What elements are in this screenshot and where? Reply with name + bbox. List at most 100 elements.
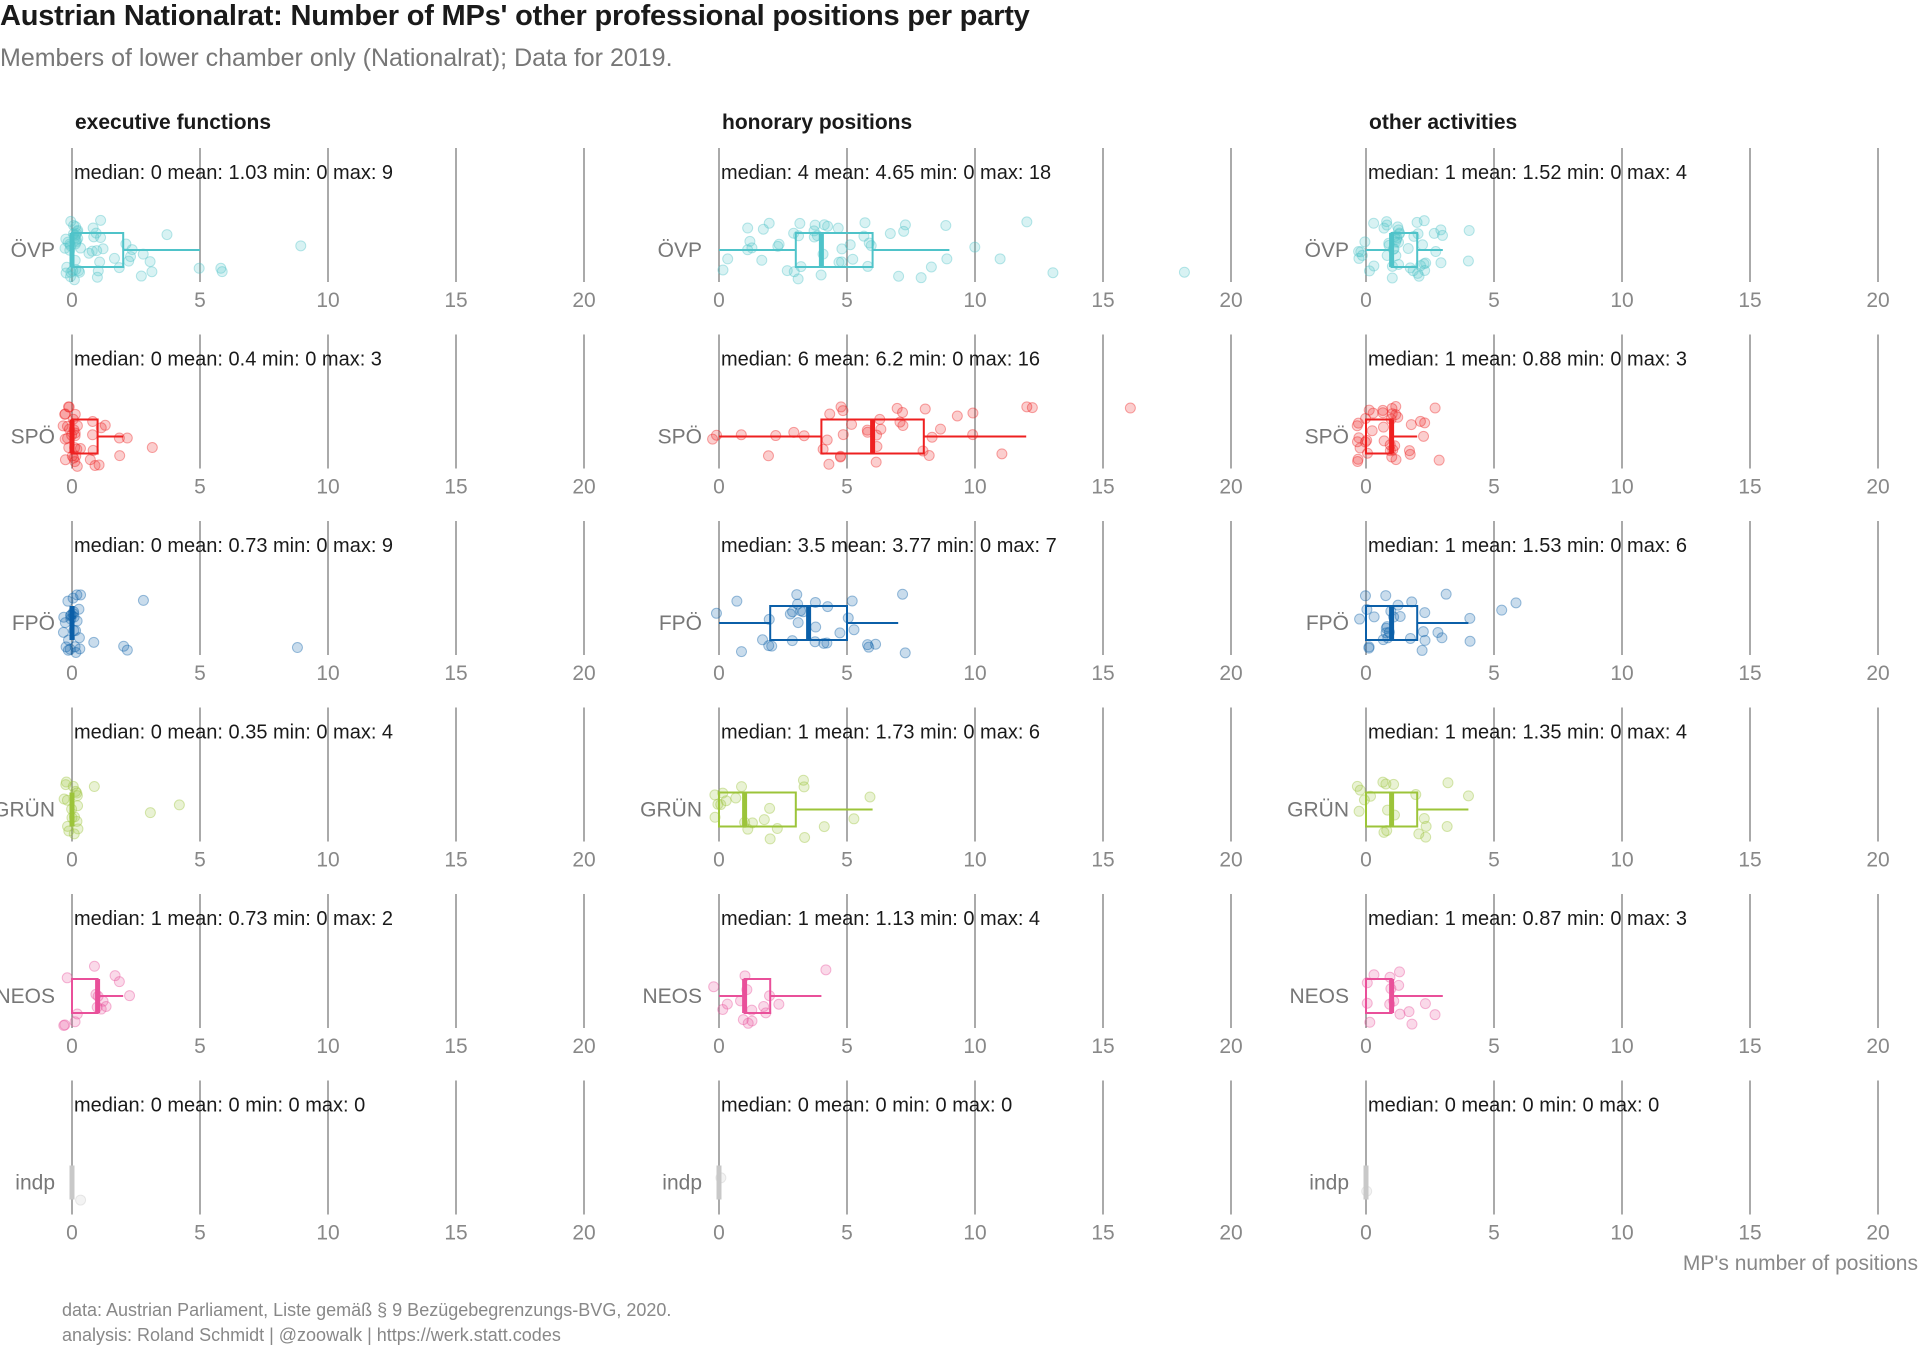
data-point [161, 229, 173, 241]
party-label: GRÜN [0, 799, 55, 822]
x-tick-label: 20 [1219, 1222, 1242, 1245]
x-tick-label: 20 [572, 1035, 595, 1058]
data-point [1405, 419, 1417, 431]
x-tick-label: 20 [572, 289, 595, 312]
data-point [897, 406, 909, 418]
data-point [925, 261, 937, 273]
x-tick-label: 5 [194, 476, 206, 499]
x-tick-label: 20 [1866, 289, 1889, 312]
x-tick-label: 5 [1488, 1222, 1500, 1245]
data-point [791, 589, 803, 601]
data-point [69, 456, 81, 468]
data-point [792, 617, 804, 629]
data-point [848, 813, 860, 825]
party-label: GRÜN [640, 799, 702, 822]
data-point [818, 821, 830, 833]
data-point [731, 595, 743, 607]
data-point [1353, 252, 1365, 264]
data-point [824, 408, 836, 420]
x-tick-label: 20 [572, 662, 595, 685]
x-tick-label: 5 [194, 662, 206, 685]
data-point [722, 253, 734, 265]
stats-annotation: median: 0 mean: 0.35 min: 0 max: 4 [74, 722, 393, 744]
x-tick-label: 20 [1219, 849, 1242, 872]
party-label: ÖVP [1305, 239, 1349, 262]
data-point [1363, 265, 1375, 277]
x-tick-label: 15 [1738, 289, 1761, 312]
data-point [846, 418, 858, 430]
stats-annotation: median: 1 mean: 1.52 min: 0 max: 4 [1368, 162, 1687, 184]
data-point [135, 270, 147, 282]
x-tick-label: 15 [1738, 1222, 1761, 1245]
stats-annotation: median: 1 mean: 0.73 min: 0 max: 2 [74, 908, 393, 930]
data-point [146, 442, 158, 454]
data-point [1510, 597, 1522, 609]
data-point [994, 253, 1006, 265]
iqr-box [718, 791, 797, 828]
x-tick-label: 20 [1866, 476, 1889, 499]
data-point [870, 456, 882, 468]
x-tick-label: 10 [1610, 1035, 1633, 1058]
data-point [897, 420, 909, 432]
data-point [63, 401, 75, 413]
data-point [1351, 780, 1363, 792]
stats-annotation: median: 0 mean: 0 min: 0 max: 0 [1368, 1095, 1659, 1117]
data-point [940, 219, 952, 231]
x-tick-label: 5 [841, 476, 853, 499]
stats-annotation: median: 1 mean: 1.73 min: 0 max: 6 [721, 722, 1040, 744]
data-point [1368, 611, 1380, 623]
data-point [123, 255, 135, 267]
data-point [1414, 415, 1426, 427]
data-point [67, 592, 79, 604]
data-point [68, 828, 80, 840]
x-tick-label: 0 [1360, 1222, 1372, 1245]
data-point [59, 454, 71, 466]
x-tick-label: 5 [841, 1035, 853, 1058]
data-point [795, 605, 807, 617]
data-point [1361, 997, 1373, 1009]
data-point [65, 215, 77, 227]
x-tick-label: 10 [1610, 849, 1633, 872]
data-point [69, 641, 81, 653]
data-point [1178, 266, 1190, 278]
data-point [1363, 404, 1375, 416]
data-point [1433, 454, 1445, 466]
data-point [75, 242, 87, 254]
data-point [707, 433, 719, 445]
data-point [70, 646, 82, 658]
data-point [835, 401, 847, 413]
data-point [1354, 613, 1366, 625]
data-point [1406, 1018, 1418, 1030]
data-point [61, 972, 73, 984]
data-point [60, 776, 72, 788]
data-point [74, 643, 86, 655]
data-point [941, 253, 953, 265]
data-point [59, 408, 71, 420]
data-point [1403, 1006, 1415, 1018]
data-point [118, 640, 130, 652]
data-point [72, 823, 84, 835]
data-point [1393, 228, 1405, 240]
x-tick-label: 15 [444, 1035, 467, 1058]
data-point [68, 220, 80, 232]
data-point [967, 407, 979, 419]
data-point [758, 814, 770, 826]
data-point [1355, 246, 1367, 258]
data-point [821, 434, 833, 446]
data-point [1429, 1009, 1441, 1021]
x-tick-label: 10 [316, 1035, 339, 1058]
data-point [1363, 642, 1375, 654]
x-tick-label: 15 [444, 662, 467, 685]
data-point [95, 232, 107, 244]
stats-annotation: median: 4 mean: 4.65 min: 0 max: 18 [721, 162, 1051, 184]
data-point [788, 266, 800, 278]
x-tick-label: 15 [444, 849, 467, 872]
data-point [1412, 267, 1424, 279]
x-tick-label: 5 [194, 1222, 206, 1245]
party-label: ÖVP [658, 239, 702, 262]
data-point [809, 636, 821, 648]
x-tick-label: 10 [316, 662, 339, 685]
data-point [89, 460, 101, 472]
data-point [91, 245, 103, 257]
